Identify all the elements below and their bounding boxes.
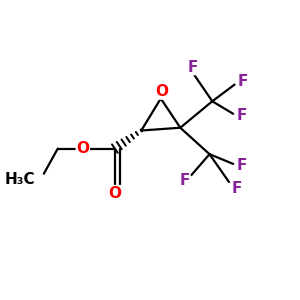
- Text: F: F: [237, 74, 248, 89]
- Text: H₃C: H₃C: [5, 172, 35, 187]
- Text: O: O: [76, 141, 89, 156]
- Text: F: F: [236, 108, 247, 123]
- Text: F: F: [188, 59, 198, 74]
- Text: F: F: [232, 181, 242, 196]
- Text: O: O: [108, 186, 122, 201]
- Text: F: F: [236, 158, 247, 173]
- Text: O: O: [156, 84, 169, 99]
- Text: F: F: [179, 173, 190, 188]
